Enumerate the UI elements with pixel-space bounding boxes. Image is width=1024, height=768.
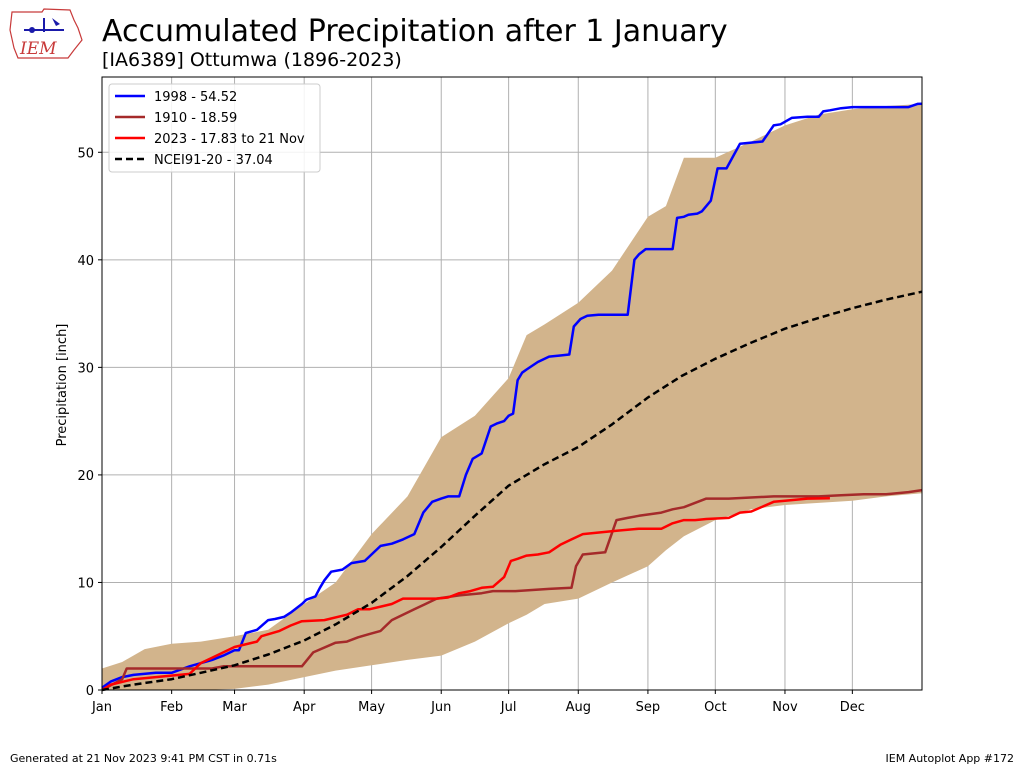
x-tick-label: Apr [293,700,316,715]
x-tick-label: May [358,700,385,715]
x-tick-label: Nov [772,700,798,715]
series-line-0 [101,102,923,689]
iem-logo: IEM [9,8,83,59]
footer-generated: Generated at 21 Nov 2023 9:41 PM CST in … [10,752,277,765]
series-line-1 [101,488,923,692]
x-tick-label: Mar [222,700,247,715]
x-tick-label: Jan [91,700,112,715]
y-tick-label: 50 [77,146,94,161]
legend-label: NCEI91-20 - 37.04 [154,153,273,168]
y-tick-label: 10 [77,576,94,591]
series-layer [101,102,923,692]
chart-title: Accumulated Precipitation after 1 Januar… [102,14,728,49]
x-tick-label: Feb [160,700,183,715]
legend-label: 1998 - 54.52 [154,90,237,105]
series-line-2 [101,496,830,692]
plot-frame [101,76,923,691]
x-tick-label: Jul [500,700,517,715]
x-tick-label: Sep [636,700,661,715]
y-tick-label: 30 [77,361,94,376]
x-tick-label: Dec [840,700,865,715]
logo-text: IEM [19,39,57,59]
series-line-3 [101,290,923,692]
range-envelope [102,103,922,690]
x-tick-label: Oct [704,700,726,715]
axis-ticks: Jan Feb Mar Apr May Jun Jul Aug Sep Oct Nov Dec 0 10 2… [77,146,864,715]
legend: 1998 - 54.52 1910 - 18.59 2023 - 17.83 to … [108,83,321,173]
envelope-layer [102,103,922,690]
legend-label: 1910 - 18.59 [154,111,237,126]
chart-subtitle: [IA6389] Ottumwa (1896-2023) [102,49,402,71]
legend-label: 2023 - 17.83 to 21 Nov [154,132,305,147]
y-tick-label: 40 [77,254,94,269]
y-tick-label: 0 [86,684,94,699]
y-axis-label: Precipitation [inch] [55,324,70,447]
footer-app: IEM Autoplot App #172 [886,752,1015,765]
y-tick-label: 20 [77,469,94,484]
x-tick-label: Aug [566,700,591,715]
legend-box [108,83,321,173]
x-tick-label: Jun [430,700,451,715]
